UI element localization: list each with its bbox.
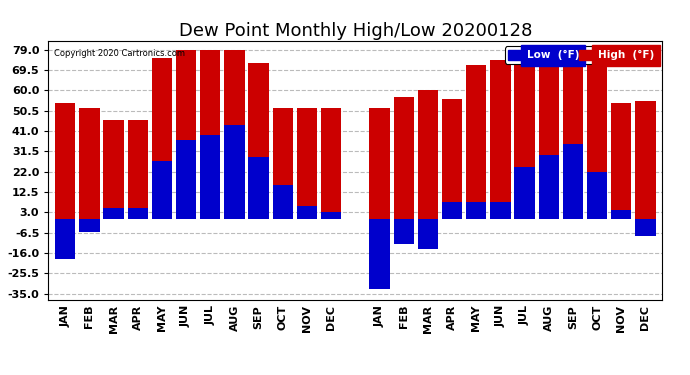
- Bar: [442, 202, 462, 219]
- Bar: [369, 219, 390, 289]
- Bar: [466, 202, 486, 219]
- Bar: [152, 161, 172, 219]
- Bar: [79, 108, 99, 219]
- Bar: [248, 63, 269, 219]
- Bar: [273, 108, 293, 219]
- Text: Copyright 2020 Cartronics.com: Copyright 2020 Cartronics.com: [55, 49, 186, 58]
- Bar: [152, 58, 172, 219]
- Bar: [491, 60, 511, 219]
- Legend: Low  (°F), High  (°F): Low (°F), High (°F): [504, 46, 657, 63]
- Bar: [104, 208, 124, 219]
- Bar: [321, 108, 342, 219]
- Bar: [176, 140, 196, 219]
- Bar: [491, 202, 511, 219]
- Bar: [393, 97, 414, 219]
- Bar: [128, 120, 148, 219]
- Bar: [417, 90, 438, 219]
- Bar: [55, 219, 75, 260]
- Bar: [224, 124, 245, 219]
- Bar: [417, 219, 438, 249]
- Bar: [104, 120, 124, 219]
- Bar: [611, 103, 631, 219]
- Bar: [321, 212, 342, 219]
- Bar: [587, 50, 607, 219]
- Bar: [563, 144, 583, 219]
- Bar: [515, 167, 535, 219]
- Bar: [635, 101, 656, 219]
- Bar: [224, 50, 245, 219]
- Bar: [273, 184, 293, 219]
- Bar: [466, 65, 486, 219]
- Bar: [79, 219, 99, 232]
- Bar: [393, 219, 414, 245]
- Bar: [515, 50, 535, 219]
- Bar: [587, 172, 607, 219]
- Bar: [200, 50, 220, 219]
- Bar: [248, 157, 269, 219]
- Bar: [563, 50, 583, 219]
- Bar: [539, 154, 559, 219]
- Bar: [297, 108, 317, 219]
- Bar: [297, 206, 317, 219]
- Title: Dew Point Monthly High/Low 20200128: Dew Point Monthly High/Low 20200128: [179, 22, 532, 40]
- Bar: [55, 103, 75, 219]
- Bar: [369, 108, 390, 219]
- Bar: [128, 208, 148, 219]
- Bar: [611, 210, 631, 219]
- Bar: [635, 219, 656, 236]
- Bar: [442, 99, 462, 219]
- Bar: [539, 63, 559, 219]
- Bar: [200, 135, 220, 219]
- Bar: [176, 50, 196, 219]
